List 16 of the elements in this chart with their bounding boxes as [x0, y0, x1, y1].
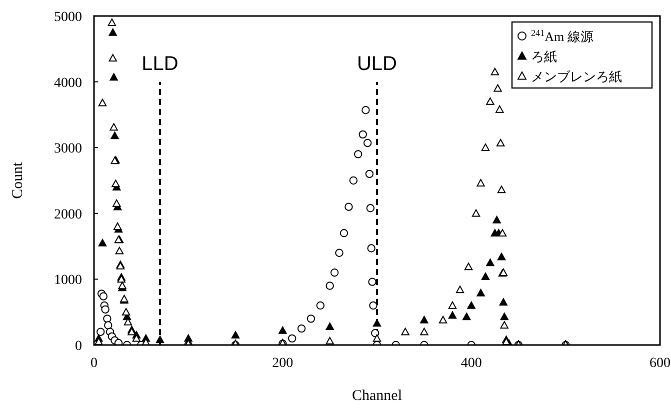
x-tick-label: 200	[272, 356, 294, 371]
y-tick-label: 4000	[54, 76, 82, 91]
x-tick-label: 0	[90, 356, 98, 371]
x-tick-label: 600	[650, 356, 670, 371]
y-tick-label: 3000	[54, 142, 82, 157]
y-tick-label: 0	[75, 339, 82, 354]
y-axis-title: Count	[10, 161, 26, 199]
y-tick-label: 5000	[54, 10, 82, 25]
ref-line-label: ULD	[356, 53, 398, 75]
x-tick-label: 400	[460, 356, 482, 371]
x-axis-title: Channel	[352, 388, 402, 404]
legend-label: ろ紙	[531, 49, 557, 64]
ref-line-label: LLD	[142, 53, 178, 75]
y-tick-label: 1000	[54, 273, 82, 288]
y-tick-label: 2000	[54, 207, 82, 222]
legend-label: $^{241}$Am 線源	[531, 28, 594, 44]
